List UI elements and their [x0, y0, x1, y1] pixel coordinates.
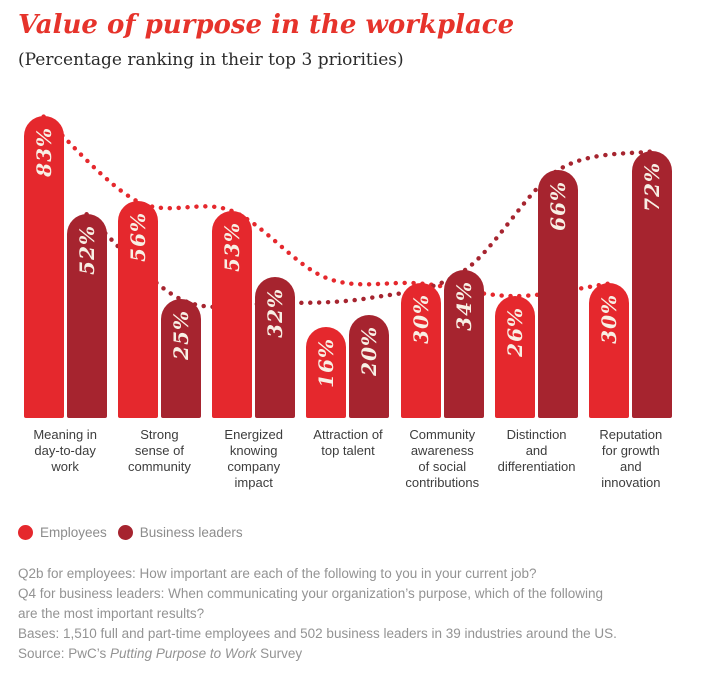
category-label-6: Distinction and differentiation: [497, 426, 576, 474]
bar-value-label: 26%: [503, 306, 528, 357]
bar-business-leaders-7: 72%: [632, 150, 673, 418]
bar-business-leaders-3: 32%: [255, 276, 296, 418]
bar-group-5: 30% 34%: [395, 103, 489, 418]
footnotes: Q2b for employees: How important are eac…: [18, 564, 700, 664]
bar-business-leaders-6: 66%: [538, 169, 579, 418]
bar-value-label: 25%: [168, 309, 193, 360]
bar-employees-1: 83%: [23, 116, 64, 418]
bar-employees-5: 30%: [400, 283, 441, 418]
category-label-3: Energized knowing company impact: [224, 426, 283, 490]
source-suffix: Survey: [256, 645, 303, 661]
category-label-7: Reputation for growth and innovation: [599, 426, 663, 490]
legend-swatch-employees: [18, 524, 33, 540]
legend-item-business-leaders: Business leaders: [117, 524, 243, 540]
bar-chart: 83% 52% 56% 25% 53% 32% 16% 20% 30% 34% 26% 66% 30% 7…: [18, 103, 678, 491]
trendline-employees: [41, 113, 612, 298]
bar-value-label: 72%: [640, 161, 665, 212]
bar-value-label: 52%: [74, 224, 99, 275]
bar-business-leaders-1: 52%: [66, 213, 107, 418]
bar-columns: 83% 52% 56% 25% 53% 32% 16% 20% 30% 34% 26% 66% 30% 7…: [18, 103, 678, 418]
bar-employees-2: 56%: [117, 201, 158, 418]
bar-value-label: 30%: [408, 294, 433, 344]
bar-value-label: 32%: [263, 287, 288, 338]
source-prefix: Source: PwC’s: [18, 645, 111, 661]
category-label-4: Attraction of top talent: [313, 426, 383, 458]
bar-business-leaders-4: 20%: [349, 314, 390, 418]
footnote-line-4: Bases: 1,510 full and part-time employee…: [18, 625, 617, 641]
plot-area: 83% 52% 56% 25% 53% 32% 16% 20% 30% 34% 26% 66% 30% 7…: [18, 103, 678, 418]
category-label-5: Community awareness of social contributi…: [405, 426, 480, 490]
legend-label: Business leaders: [139, 524, 243, 540]
bar-value-label: 53%: [220, 221, 245, 272]
bar-group-7: 30% 72%: [584, 103, 678, 418]
chart-subtitle: (Percentage ranking in their top 3 prior…: [18, 50, 404, 71]
legend-label: Employees: [40, 524, 107, 540]
bar-employees-7: 30%: [589, 283, 630, 418]
bar-value-label: 83%: [31, 127, 56, 177]
category-label-2: Strong sense of community: [127, 426, 191, 474]
legend-item-employees: Employees: [18, 524, 107, 540]
legend: Employees Business leaders: [18, 524, 700, 540]
footnote-line-2: Q4 for business leaders: When communicat…: [18, 585, 604, 601]
bar-employees-6: 26%: [495, 295, 536, 418]
bar-business-leaders-2: 25%: [160, 298, 201, 418]
footnote-line-1: Q2b for employees: How important are eac…: [18, 565, 537, 581]
bar-value-label: 30%: [597, 294, 622, 344]
bar-group-6: 26% 66%: [489, 103, 583, 418]
bar-business-leaders-5: 34%: [443, 270, 484, 418]
bar-value-label: 66%: [546, 180, 571, 231]
bar-value-label: 16%: [314, 338, 339, 389]
trendline-curves: [41, 113, 655, 309]
bar-group-2: 56% 25%: [112, 103, 206, 418]
bar-value-label: 56%: [125, 212, 150, 263]
legend-swatch-business-leaders: [117, 524, 133, 540]
bar-group-1: 83% 52%: [18, 103, 112, 418]
chart-title: Value of purpose in the workplace: [18, 10, 515, 40]
bar-value-label: 20%: [357, 325, 382, 376]
bar-employees-4: 16%: [306, 327, 347, 418]
bar-value-label: 34%: [451, 281, 476, 332]
bar-employees-3: 53%: [212, 210, 253, 418]
source-line: Source: PwC’s Putting Purpose to Work Su…: [18, 644, 700, 664]
bar-group-4: 16% 20%: [301, 103, 395, 418]
footnote-line-3: are the most important results?: [18, 605, 205, 621]
bar-group-3: 53% 32%: [207, 103, 301, 418]
category-label-1: Meaning in day-to-day work: [33, 426, 97, 474]
category-axis: Meaning in day-to-day work Strong sense o…: [18, 427, 678, 491]
source-survey-title: Putting Purpose to Work: [110, 645, 257, 661]
